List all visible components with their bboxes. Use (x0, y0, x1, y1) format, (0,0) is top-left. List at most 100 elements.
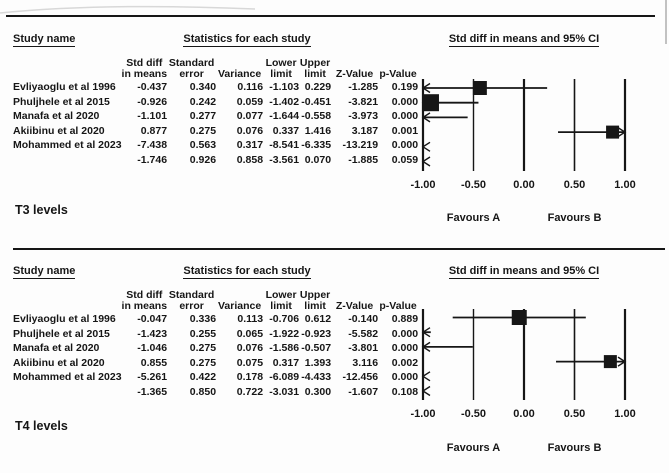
mean-square (421, 94, 439, 112)
study-name-cell: Manafa et al 2020 (13, 342, 100, 355)
stat-cell: 0.000 (391, 110, 419, 123)
stat-cell: 0.858 (236, 153, 264, 166)
stat-cell: 0.337 (272, 124, 300, 137)
stat-cell: 0.722 (236, 385, 264, 398)
stat-cell: 1.416 (304, 124, 332, 137)
stat-cell: -4.433 (301, 371, 332, 384)
stat-cell: -1.402 (269, 95, 300, 108)
mean-square (606, 125, 620, 139)
stat-cell: 0.317 (272, 356, 300, 369)
column-header: Upper limit (299, 57, 331, 80)
stat-cell: -0.507 (301, 342, 332, 355)
stat-cell: 0.077 (236, 110, 264, 123)
stat-cell: -7.438 (137, 139, 168, 152)
forest-plot-t4: -1.00 -0.50 0.00 0.50 1.00 Favours A Favours B (410, 309, 636, 454)
stat-cell: 0.113 (237, 313, 264, 325)
stat-cell: -1.046 (137, 342, 168, 355)
stat-cell: 0.000 (391, 327, 419, 340)
stat-cell: 0.850 (189, 385, 217, 398)
stat-cell: -0.047 (137, 313, 168, 325)
study-name-cell: Evliyaoglu et al 1996 (13, 313, 116, 325)
stat-cell: -8.541 (269, 139, 300, 152)
stat-cell: 0.275 (189, 124, 217, 137)
column-header: Z-Value (335, 68, 374, 80)
stat-cell: 0.070 (304, 153, 332, 166)
stat-cell: 0.926 (189, 153, 217, 166)
stat-cell: 0.255 (189, 327, 217, 340)
tick-label: -0.50 (461, 179, 486, 191)
tick-label: 0.00 (513, 408, 534, 420)
stat-cell: 0.340 (189, 81, 217, 93)
clip-arrow-icon (421, 371, 431, 382)
stat-cell: 0.336 (189, 313, 217, 325)
stat-cell: 0.275 (189, 356, 217, 369)
stat-cell: -1.746 (137, 153, 168, 166)
scan-edge-artifact (665, 0, 667, 44)
stat-cell: -0.706 (269, 313, 300, 325)
stat-cell: -5.261 (137, 371, 168, 384)
clip-arrow-icon (421, 141, 431, 152)
stat-cell: -13.219 (342, 139, 379, 152)
clip-arrow-icon (421, 82, 431, 94)
mean-square (511, 310, 527, 325)
column-header: Standard error (168, 57, 215, 80)
column-header: Variance (217, 68, 262, 80)
stats-header: Statistics for each study (183, 33, 311, 47)
stat-cell: -3.801 (348, 342, 379, 355)
scan-curl-artifact (0, 5, 256, 14)
stat-cell: -0.558 (301, 110, 332, 123)
stats-table-t4: Std diff in means Standard error Variance Low… (13, 284, 418, 400)
stat-cell: -1.607 (348, 385, 379, 398)
stats-header: Statistics for each study (183, 265, 311, 279)
stat-cell: 0.076 (236, 124, 264, 137)
study-name-cell: Mohammed et al 2023 (13, 139, 122, 152)
table-row: -1.746 0.926 0.858 -3.561 0.070 -1.885 0.059 (13, 153, 418, 168)
stat-cell: 0.300 (304, 385, 332, 398)
table-row: Akiibinu et al 2020 0.855 0.275 0.075 0.317 1… (13, 356, 418, 371)
forest-plot-t3: -1.00 -0.50 0.00 0.50 1.00 Favours A Favours B (410, 79, 636, 224)
stat-cell: 0.277 (189, 110, 217, 123)
panel-divider (13, 248, 665, 250)
stat-cell: -3.821 (348, 95, 379, 108)
stat-cell: -1.922 (269, 327, 300, 340)
mean-square (603, 355, 617, 369)
tick-label: 0.50 (564, 179, 585, 191)
clip-arrow-icon (421, 385, 431, 397)
clip-arrow-icon (421, 156, 431, 167)
stat-cell: 0.075 (236, 356, 264, 369)
column-header: Lower limit (265, 57, 297, 80)
stat-cell: -1.101 (137, 110, 168, 123)
stat-cell: 0.076 (236, 342, 264, 355)
stat-cell: -0.923 (301, 327, 332, 340)
stat-cell: 0.000 (391, 342, 419, 355)
study-name-cell: Akiibinu et al 2020 (13, 124, 105, 137)
stat-cell: 0.065 (236, 327, 264, 340)
stat-cell: 1.393 (304, 356, 332, 369)
table-row: Mohammed et al 2023 -7.438 0.563 0.317 -8.54… (13, 138, 418, 153)
study-name-cell: Evliyaoglu et al 1996 (13, 81, 116, 93)
stat-cell: 0.108 (391, 385, 419, 398)
stat-cell: 0.242 (189, 95, 217, 108)
table-row: Phuljhele et al 2015 -0.926 0.242 0.059 -1.4… (13, 95, 418, 110)
stat-cell: 0.612 (304, 313, 332, 325)
stat-cell: -1.644 (269, 110, 300, 123)
table-row: Evliyaoglu et al 1996 -0.437 0.340 0.116 -1.… (13, 80, 418, 95)
table-row: Phuljhele et al 2015 -1.423 0.255 0.065 -1.9… (13, 327, 418, 342)
top-rule (6, 15, 655, 17)
stat-cell: 0.855 (140, 356, 168, 369)
stat-cell: -12.456 (342, 371, 379, 384)
stat-cell: -1.885 (348, 153, 379, 166)
favours-b-label: Favours B (548, 442, 602, 454)
column-header: Variance (217, 300, 262, 312)
study-name-cell: Akiibinu et al 2020 (13, 356, 105, 369)
stat-cell: 0.059 (236, 95, 264, 108)
stat-cell: 0.889 (391, 313, 419, 325)
tick-label: -1.00 (410, 408, 435, 420)
stat-cell: -3.973 (348, 110, 379, 123)
favours-a-label: Favours A (447, 442, 500, 454)
study-name-cell: Mohammed et al 2023 (13, 371, 122, 384)
favours-b-label: Favours B (548, 212, 602, 224)
study-name-header: Study name (13, 33, 76, 47)
stat-cell: -5.582 (348, 327, 379, 340)
